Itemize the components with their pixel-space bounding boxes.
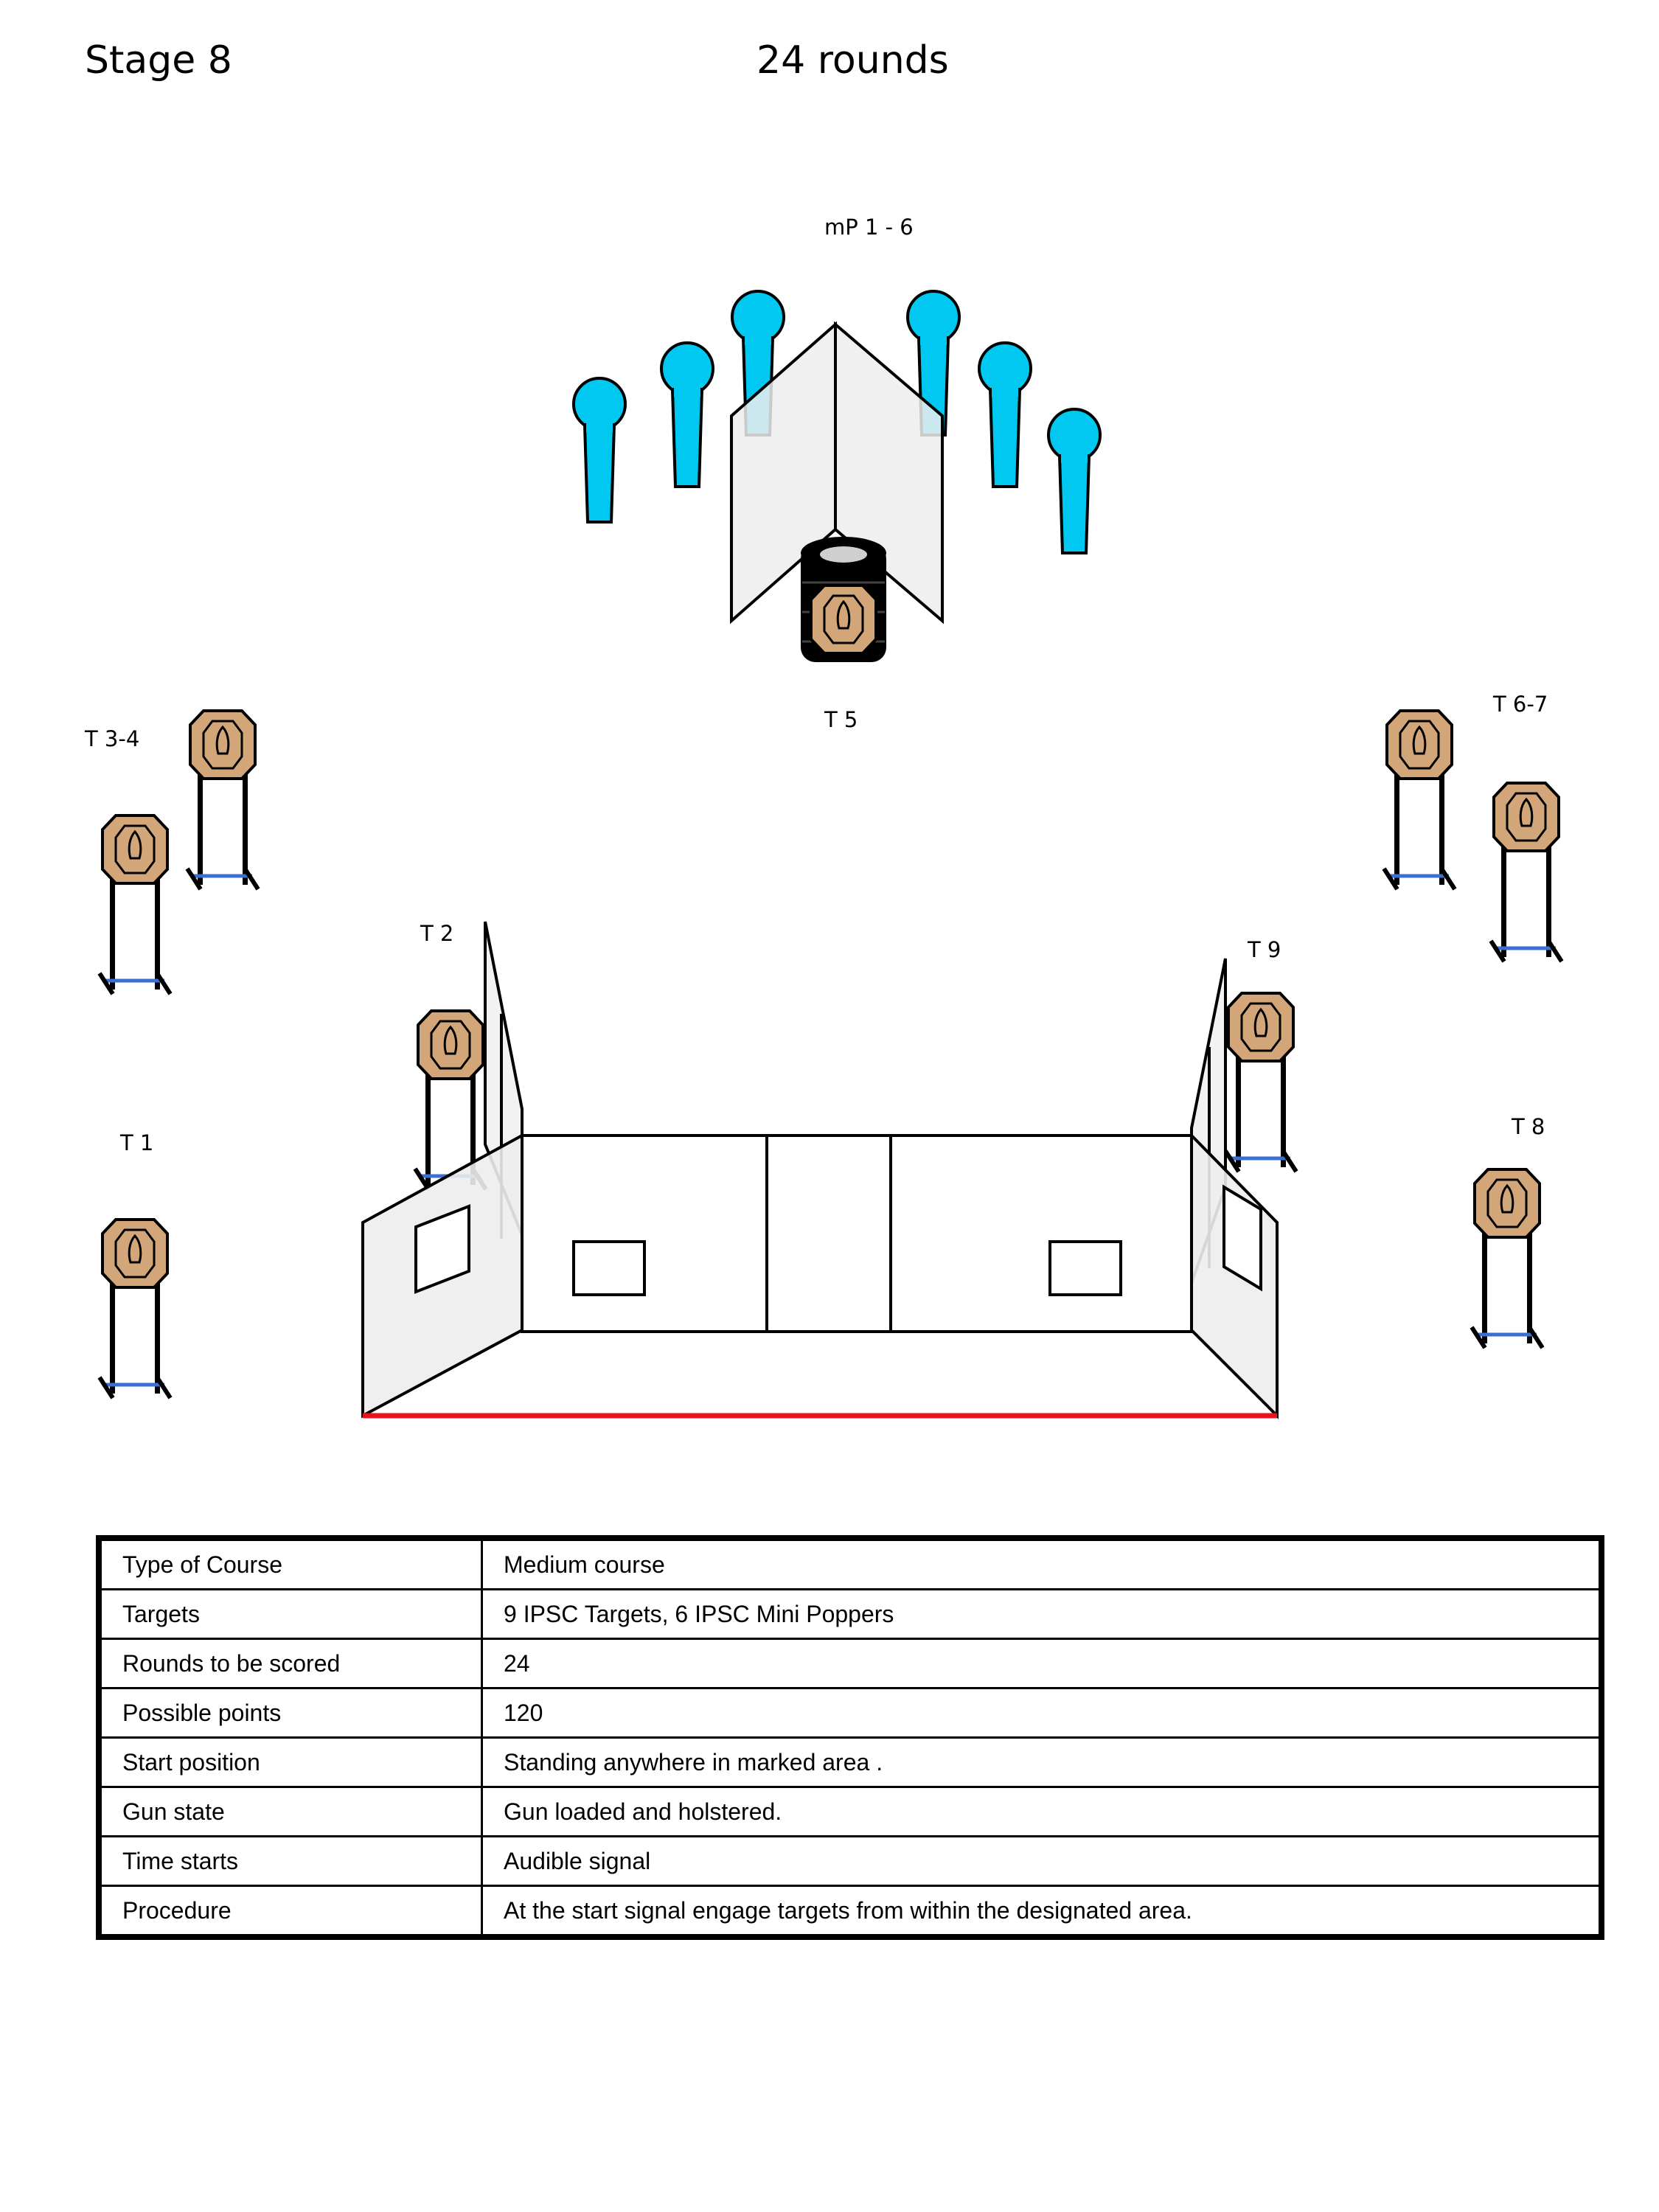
table-row: Type of Course Medium course [97, 1537, 1603, 1590]
row-label: Rounds to be scored [97, 1638, 483, 1689]
row-value: Standing anywhere in marked area . [481, 1736, 1603, 1788]
row-label: Procedure [97, 1885, 483, 1938]
label-t2: T 2 [420, 921, 453, 946]
table-row: Start position Standing anywhere in mark… [97, 1736, 1603, 1788]
row-value: At the start signal engage targets from … [481, 1885, 1603, 1938]
label-t6-7: T 6-7 [1492, 692, 1548, 717]
target-t6 [1385, 709, 1453, 780]
table-row: Possible points 120 [97, 1687, 1603, 1739]
row-value: Medium course [481, 1537, 1603, 1590]
page-header: Stage 8 24 rounds [0, 38, 1659, 97]
mini-popper-2 [660, 341, 714, 488]
label-t1: T 1 [119, 1130, 153, 1155]
label-t3-4: T 3-4 [84, 726, 139, 751]
table-row: Time starts Audible signal [97, 1835, 1603, 1887]
target-t7 [1492, 782, 1560, 852]
row-label: Start position [97, 1736, 483, 1788]
rounds-title: 24 rounds [757, 38, 949, 83]
mini-popper-1 [572, 377, 627, 524]
row-value: Gun loaded and holstered. [481, 1786, 1603, 1837]
label-t8: T 8 [1511, 1114, 1545, 1139]
row-label: Possible points [97, 1687, 483, 1739]
target-t2 [417, 1009, 484, 1080]
table-row: Gun state Gun loaded and holstered. [97, 1786, 1603, 1837]
target-t4 [189, 709, 257, 780]
target-t8 [1473, 1168, 1541, 1239]
row-label: Type of Course [97, 1537, 483, 1590]
stage-title: Stage 8 [85, 38, 232, 83]
target-t9 [1227, 992, 1295, 1062]
target-t1 [101, 1218, 169, 1289]
row-value: 24 [481, 1638, 1603, 1689]
table-row: Targets 9 IPSC Targets, 6 IPSC Mini Popp… [97, 1588, 1603, 1640]
row-label: Time starts [97, 1835, 483, 1887]
row-label: Gun state [97, 1786, 483, 1837]
row-value: 9 IPSC Targets, 6 IPSC Mini Poppers [481, 1588, 1603, 1640]
label-t9: T 9 [1247, 937, 1281, 962]
target-t5 [810, 584, 877, 655]
shooting-box [361, 921, 1279, 1419]
table-row: Procedure At the start signal engage tar… [97, 1885, 1603, 1938]
mini-popper-5 [978, 341, 1032, 488]
row-label: Targets [97, 1588, 483, 1640]
stage-diagram: mP 1 - 6 T 5 T 3-4 T 6-7 T 2 T 9 T 1 T 8 [84, 215, 1659, 1419]
mini-popper-6 [1047, 408, 1102, 554]
row-value: 120 [481, 1687, 1603, 1739]
label-mini-poppers: mP 1 - 6 [824, 215, 914, 240]
row-value: Audible signal [481, 1835, 1603, 1887]
label-t5: T 5 [824, 707, 858, 732]
table-row: Rounds to be scored 24 [97, 1638, 1603, 1689]
target-t3 [101, 814, 169, 885]
stage-info-table: Type of Course Medium course Targets 9 I… [96, 1535, 1604, 1940]
